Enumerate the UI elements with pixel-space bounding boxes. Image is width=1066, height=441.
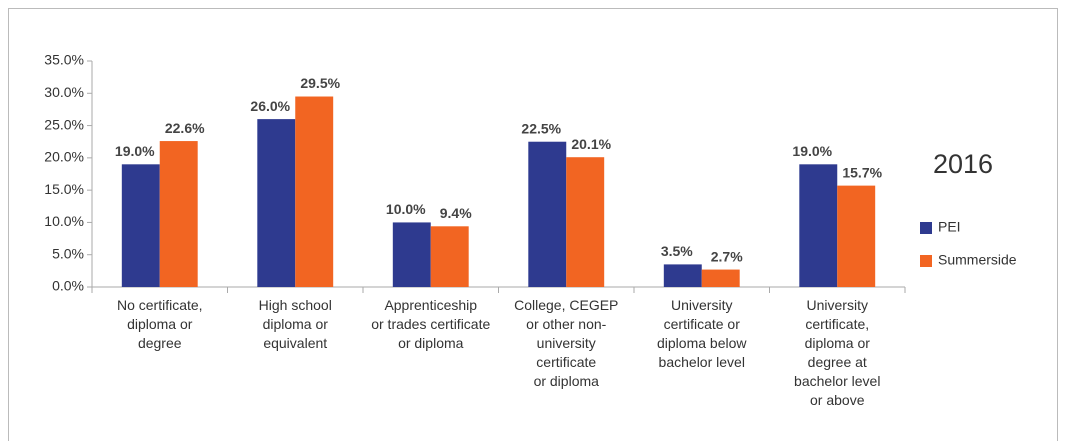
legend-label: Summerside: [938, 252, 1017, 268]
y-tick-label: 15.0%: [44, 181, 84, 197]
chart-frame: [8, 8, 1058, 441]
x-tick-label: High school diploma or equivalent: [258, 297, 332, 351]
x-tick-label: University certificate or diploma below …: [657, 297, 747, 370]
bar: [701, 269, 740, 287]
data-label: 20.1%: [571, 136, 611, 152]
data-label: 22.6%: [165, 120, 205, 136]
x-tick-label: Apprenticeship or trades certificate or …: [371, 297, 491, 351]
bar: [121, 164, 160, 287]
x-tick-label: University certificate, diploma or degre…: [794, 297, 881, 408]
data-label: 29.5%: [300, 75, 340, 91]
bar: [159, 141, 198, 287]
bar: [257, 119, 296, 287]
data-label: 3.5%: [661, 243, 693, 259]
legend-label: PEI: [938, 219, 961, 235]
data-label: 15.7%: [842, 164, 882, 180]
x-tick-label: No certificate, diploma or degree: [116, 297, 203, 351]
data-label: 10.0%: [386, 201, 426, 217]
data-label: 19.0%: [115, 143, 155, 159]
y-tick-label: 0.0%: [52, 278, 84, 294]
legend-swatch: [920, 222, 932, 234]
y-tick-label: 30.0%: [44, 84, 84, 100]
data-label: 22.5%: [521, 120, 561, 136]
bar: [528, 141, 567, 287]
data-label: 9.4%: [440, 205, 472, 221]
bar: [392, 222, 431, 287]
bar: [799, 164, 838, 287]
legend-swatch: [920, 255, 932, 267]
y-tick-label: 35.0%: [44, 52, 84, 68]
data-label: 2.7%: [711, 248, 743, 264]
bar: [566, 157, 605, 287]
bar: [837, 185, 876, 287]
data-label: 19.0%: [792, 143, 832, 159]
x-tick-label: College, CEGEP or other non- university …: [514, 297, 619, 389]
data-label: 26.0%: [250, 98, 290, 114]
y-tick-label: 25.0%: [44, 116, 84, 132]
y-tick-label: 10.0%: [44, 213, 84, 229]
bar: [295, 96, 334, 287]
y-tick-label: 5.0%: [52, 245, 84, 261]
legend-title: 2016: [933, 149, 993, 179]
bar: [663, 264, 702, 287]
y-tick-label: 20.0%: [44, 149, 84, 165]
bar: [430, 226, 469, 287]
